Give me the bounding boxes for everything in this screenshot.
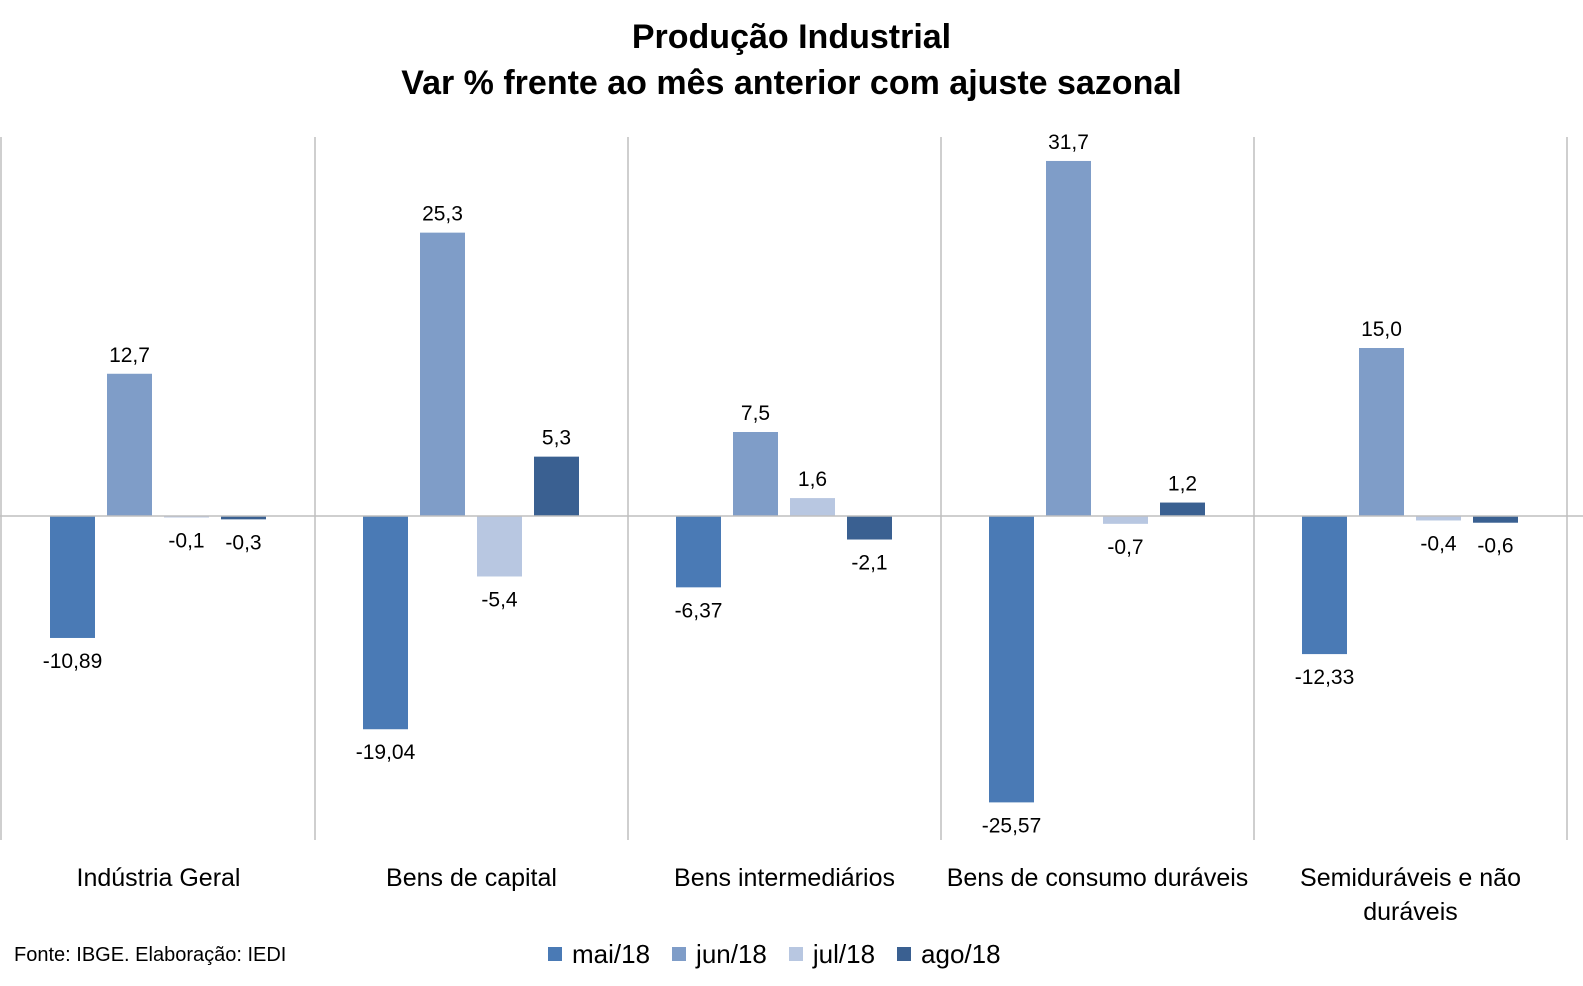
bar [107,373,152,516]
category-label: duráveis [1363,898,1458,926]
bar [363,516,408,730]
data-label: -19,04 [356,741,416,764]
data-label: 1,2 [1168,473,1197,496]
legend-label: mai/18 [572,938,651,969]
data-label: -0,7 [1107,536,1143,559]
bar [790,498,835,516]
legend-item: jul/18 [788,938,876,970]
legend-label: jun/18 [696,938,767,969]
legend-item: jun/18 [672,939,767,970]
data-label: -0,6 [1477,535,1513,558]
legend-item: ago/18 [897,939,1001,970]
bar [1302,516,1347,655]
data-label: 12,7 [109,344,150,367]
bar [1473,516,1518,523]
bar [733,432,778,516]
bar [1160,502,1205,516]
data-label: 7,5 [741,402,770,425]
data-label: 15,0 [1361,318,1402,341]
bar [221,516,266,520]
bar [420,232,465,516]
bar [1416,516,1461,521]
legend-label: jul/18 [812,938,876,969]
data-label: -0,3 [225,531,261,554]
bar [847,516,892,540]
legend-swatch [788,947,803,961]
legend-swatch [548,947,562,961]
bar [477,516,522,577]
data-label: -5,4 [481,588,518,611]
bar [989,516,1034,803]
chart-title: Produção Industrial [631,18,952,56]
legend-swatch [897,947,912,961]
bar [50,516,95,638]
bar [1359,348,1404,516]
data-label: -10,89 [43,650,103,673]
category-label: Semiduráveis e não [1300,864,1521,892]
chart-subtitle: Var % frente ao mês anterior com ajuste … [401,64,1182,102]
category-label: Bens de capital [386,864,557,892]
data-label: 5,3 [542,427,571,450]
legend-label: ago/18 [921,938,1001,969]
legend-swatch [672,947,687,961]
category-label: Indústria Geral [77,864,241,892]
data-label: 1,6 [798,468,827,491]
legend: mai/18 jun/18 jul/18 ago/18 [548,934,1023,974]
data-label: -12,33 [1295,666,1355,689]
data-label: -2,1 [851,552,887,575]
data-label: 31,7 [1048,131,1089,154]
data-label: -25,57 [982,814,1042,837]
bar [534,456,579,516]
data-label: -0,1 [168,530,204,553]
data-label: -0,4 [1420,532,1457,555]
data-label: -6,37 [675,599,723,622]
category-label: Bens intermediários [674,864,895,892]
category-label: Bens de consumo duráveis [947,864,1249,892]
bar [676,516,721,588]
bar [1046,160,1091,516]
source-note: Fonte: IBGE. Elaboração: IEDI [14,944,287,966]
data-label: 25,3 [422,203,463,226]
legend-item: mai/18 [548,939,650,970]
bar [1103,516,1148,524]
